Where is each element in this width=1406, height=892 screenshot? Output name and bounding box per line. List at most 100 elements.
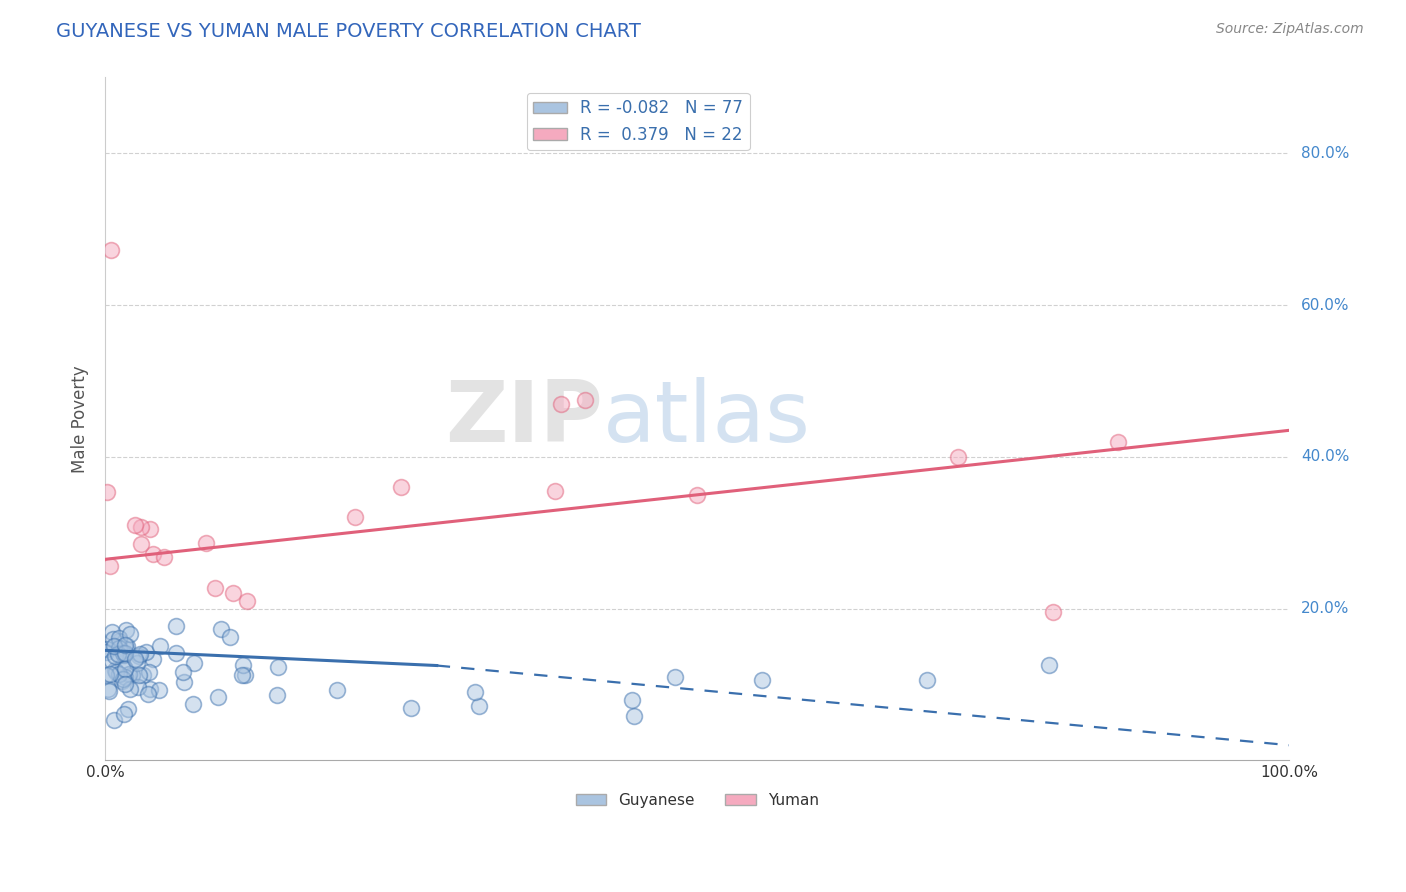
Point	[1038, 657, 1060, 672]
Point	[467, 699, 489, 714]
Point	[326, 682, 349, 697]
Point	[129, 537, 152, 551]
Point	[183, 656, 205, 670]
Point	[132, 668, 155, 682]
Point	[105, 665, 128, 680]
Point	[165, 618, 187, 632]
Point	[128, 649, 150, 664]
Point	[98, 684, 121, 698]
Point	[103, 639, 125, 653]
Point	[129, 647, 152, 661]
Point	[138, 665, 160, 679]
Point	[118, 627, 141, 641]
Point	[181, 697, 204, 711]
Point	[114, 670, 136, 684]
Point	[96, 645, 118, 659]
Point	[218, 630, 240, 644]
Point	[464, 685, 486, 699]
Point	[544, 483, 567, 498]
Point	[100, 244, 122, 258]
Point	[107, 640, 129, 655]
Point	[623, 708, 645, 723]
Point	[117, 702, 139, 716]
Point	[112, 658, 135, 673]
Point	[96, 668, 118, 682]
Point	[101, 624, 124, 639]
Point	[121, 668, 143, 682]
Point	[112, 646, 135, 660]
Point	[108, 631, 131, 645]
Point	[104, 649, 127, 664]
Point	[98, 558, 121, 573]
Point	[173, 675, 195, 690]
Point	[574, 392, 596, 407]
Point	[135, 645, 157, 659]
Point	[266, 689, 288, 703]
Point	[207, 690, 229, 704]
Point	[232, 658, 254, 673]
Text: 40.0%: 40.0%	[1302, 450, 1350, 465]
Point	[917, 673, 939, 687]
Point	[96, 485, 118, 500]
Point	[204, 582, 226, 596]
Point	[1042, 606, 1064, 620]
Point	[111, 674, 134, 689]
Point	[114, 638, 136, 652]
Point	[142, 547, 165, 561]
Point	[96, 641, 118, 656]
Text: ZIP: ZIP	[444, 377, 603, 460]
Point	[686, 488, 709, 502]
Point	[389, 480, 412, 494]
Point	[233, 667, 256, 681]
Text: GUYANESE VS YUMAN MALE POVERTY CORRELATION CHART: GUYANESE VS YUMAN MALE POVERTY CORRELATI…	[56, 22, 641, 41]
Point	[399, 701, 422, 715]
Point	[946, 450, 969, 464]
Point	[114, 662, 136, 676]
Point	[96, 642, 118, 657]
Point	[620, 692, 643, 706]
Point	[231, 668, 253, 682]
Point	[112, 673, 135, 687]
Point	[344, 510, 367, 524]
Point	[120, 682, 142, 697]
Point	[209, 622, 232, 636]
Point	[148, 683, 170, 698]
Point	[107, 648, 129, 662]
Point	[129, 520, 152, 534]
Point	[101, 654, 124, 668]
Point	[97, 682, 120, 697]
Point	[112, 706, 135, 721]
Point	[172, 665, 194, 679]
Text: Source: ZipAtlas.com: Source: ZipAtlas.com	[1216, 22, 1364, 37]
Point	[104, 664, 127, 678]
Point	[114, 646, 136, 660]
Point	[236, 594, 259, 608]
Point	[114, 677, 136, 691]
Text: atlas: atlas	[603, 377, 811, 460]
Point	[664, 670, 686, 684]
Point	[108, 633, 131, 648]
Point	[267, 659, 290, 673]
Point	[118, 667, 141, 681]
Point	[128, 668, 150, 682]
Point	[550, 397, 572, 411]
Point	[222, 586, 245, 600]
Point	[1107, 434, 1129, 449]
Point	[139, 523, 162, 537]
Point	[148, 639, 170, 653]
Text: 80.0%: 80.0%	[1302, 145, 1350, 161]
Point	[108, 666, 131, 681]
Point	[165, 646, 187, 660]
Point	[124, 652, 146, 666]
Point	[136, 686, 159, 700]
Text: 20.0%: 20.0%	[1302, 601, 1350, 616]
Point	[114, 624, 136, 638]
Point	[115, 639, 138, 653]
Point	[142, 652, 165, 666]
Point	[114, 641, 136, 656]
Point	[139, 682, 162, 697]
Point	[153, 549, 176, 564]
Point	[125, 656, 148, 670]
Y-axis label: Male Poverty: Male Poverty	[72, 365, 89, 473]
Point	[103, 713, 125, 727]
